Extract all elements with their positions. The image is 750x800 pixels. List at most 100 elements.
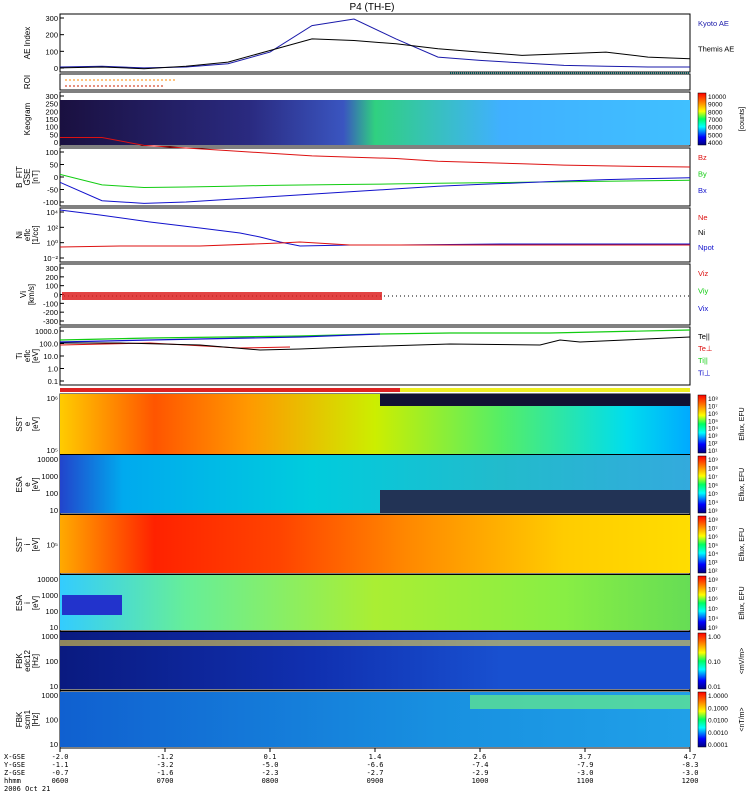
colorbar-label: 10⁴ <box>708 426 718 433</box>
xaxis-row-label: Y-GSE <box>4 761 25 769</box>
ytick-label: 10² <box>47 223 58 232</box>
colorbar-label: 10⁵ <box>708 606 718 613</box>
colorbar-label: 10000 <box>708 94 726 101</box>
xaxis-value: -2.7 <box>367 769 384 777</box>
xaxis-value: 1000 <box>472 777 489 785</box>
ytick-label: 100 <box>45 123 58 132</box>
panel-ti: Ti eflc [eV] 0.1 1.0 10.0 100.0 1000.0 Te|| Te⊥ Ti… <box>15 326 713 386</box>
ytick-label: 10⁴ <box>46 208 58 217</box>
colorbar-label: 1.00 <box>708 634 721 641</box>
panel-frame <box>59 326 691 386</box>
panel-ylabel: Vi <box>19 291 28 298</box>
ytick-label: -50 <box>47 186 58 195</box>
ytick-label: 300 <box>45 92 58 101</box>
ytick-label: 0 <box>54 291 58 300</box>
chart-title: P4 (TH-E) <box>350 2 395 13</box>
ytick-label: 100 <box>45 47 58 56</box>
xaxis-value: -3.2 <box>157 761 174 769</box>
esa-e-dark <box>380 490 690 513</box>
ytick-label: 1000 <box>41 472 58 481</box>
xaxis-value: 0700 <box>157 777 174 785</box>
ytick-label: 1000 <box>41 691 58 700</box>
panel-ylabel: SST <box>15 416 24 432</box>
panel-ylabel: scm1 <box>23 709 32 729</box>
ytick-label: 10000 <box>37 575 58 584</box>
series-by <box>59 173 691 189</box>
panel-frame <box>59 207 691 263</box>
xaxis-value: 0900 <box>367 777 384 785</box>
ytick-label: 250 <box>45 100 58 109</box>
colorbar-title: Eflux, EFU <box>739 468 746 501</box>
ytick-label: 0 <box>54 64 58 73</box>
xaxis-value: -8.3 <box>682 761 699 769</box>
xaxis-value: -7.9 <box>577 761 594 769</box>
colorbar-label: 10⁶ <box>708 483 718 490</box>
ytick-label: 300 <box>45 264 58 273</box>
colorbar-label: 1.0000 <box>708 693 728 700</box>
legend-entry: Themis AE <box>698 45 734 54</box>
colorbar-label: 6000 <box>708 125 723 132</box>
legend-entry: Viy <box>698 287 709 296</box>
panel-ylabel: [km/s] <box>27 284 36 305</box>
ytick-label: 200 <box>45 31 58 40</box>
ti-blue-trace <box>59 333 381 343</box>
esa-i-blob <box>62 595 122 615</box>
quality-bar-yellow <box>400 388 690 392</box>
colorbar-label: 10³ <box>708 433 718 440</box>
ytick-label: 50 <box>50 161 58 170</box>
ytick-label: -300 <box>43 317 58 326</box>
panel-traces <box>59 209 691 351</box>
ytick-label: 10 <box>50 740 58 749</box>
series-bz <box>60 137 691 168</box>
panel-ylabel: [Hz] <box>31 712 40 726</box>
ytick-label: 100 <box>45 489 58 498</box>
ytick-label: 10000 <box>37 455 58 464</box>
legend-entry: Viz <box>698 269 709 278</box>
vi-red-noise <box>62 292 382 300</box>
colorbar-label: 10⁶ <box>708 411 718 418</box>
xaxis-value: 0600 <box>52 777 69 785</box>
panel-roi: ROI <box>23 73 691 91</box>
colorbar-label: 10² <box>708 568 718 575</box>
ytick-label: 100 <box>45 716 58 725</box>
xaxis-value: -1.1 <box>52 761 69 769</box>
sst-i-fill <box>60 515 690 573</box>
panel-frame <box>59 13 691 73</box>
colorbar-label: 10⁶ <box>708 596 718 603</box>
ytick-label: 100 <box>45 657 58 666</box>
ytick-label: 50 <box>50 130 58 139</box>
panel-ylabel: [eV] <box>31 596 40 610</box>
colorbar <box>697 455 707 514</box>
ytick-label: 10⁵ <box>47 446 58 455</box>
colorbar-label: 0.0010 <box>708 730 728 737</box>
legend-entry: Npot <box>698 243 715 252</box>
panel-frame <box>59 73 691 91</box>
colorbar-title: <nT/m> <box>739 707 746 731</box>
panel-ylabel: edc12 <box>23 650 32 672</box>
ytick-label: 1000.0 <box>35 327 58 336</box>
xaxis-value: 0800 <box>262 777 279 785</box>
colorbar-title: [counts] <box>739 107 746 132</box>
colorbar-label: 4000 <box>708 140 723 147</box>
legend-entry: Ne <box>698 213 708 222</box>
colorbar-title: Eflux, EFU <box>739 407 746 440</box>
colorbar-label: 10³ <box>708 625 718 632</box>
ytick-label: 0.1 <box>48 377 58 386</box>
panel-ylabel: eflc <box>23 350 32 362</box>
colorbar-label: 10⁷ <box>708 474 718 481</box>
colorbar-label: 10⁸ <box>708 466 718 473</box>
colorbar <box>697 92 707 146</box>
panel-bfit: B_FIT GSE [nT] -100 -50 0 50 100 Bz By Bx <box>15 147 707 207</box>
colorbar-label: 10⁸ <box>708 577 718 584</box>
colorbar-label: 10⁵ <box>708 543 718 550</box>
panel-ae: AE Index 0 100 200 300 Kyoto AE Themis AE <box>23 13 734 73</box>
colorbar-label: 10⁸ <box>708 396 718 403</box>
xaxis-value: 2.6 <box>474 753 487 761</box>
colorbar-label: 9000 <box>708 102 723 109</box>
ytick-label: 10⁰ <box>47 239 58 248</box>
panel-ylabel: [eV] <box>31 537 40 551</box>
xaxis-value: 0.1 <box>264 753 277 761</box>
xaxis-value: 1100 <box>577 777 594 785</box>
series-bx <box>59 177 691 204</box>
